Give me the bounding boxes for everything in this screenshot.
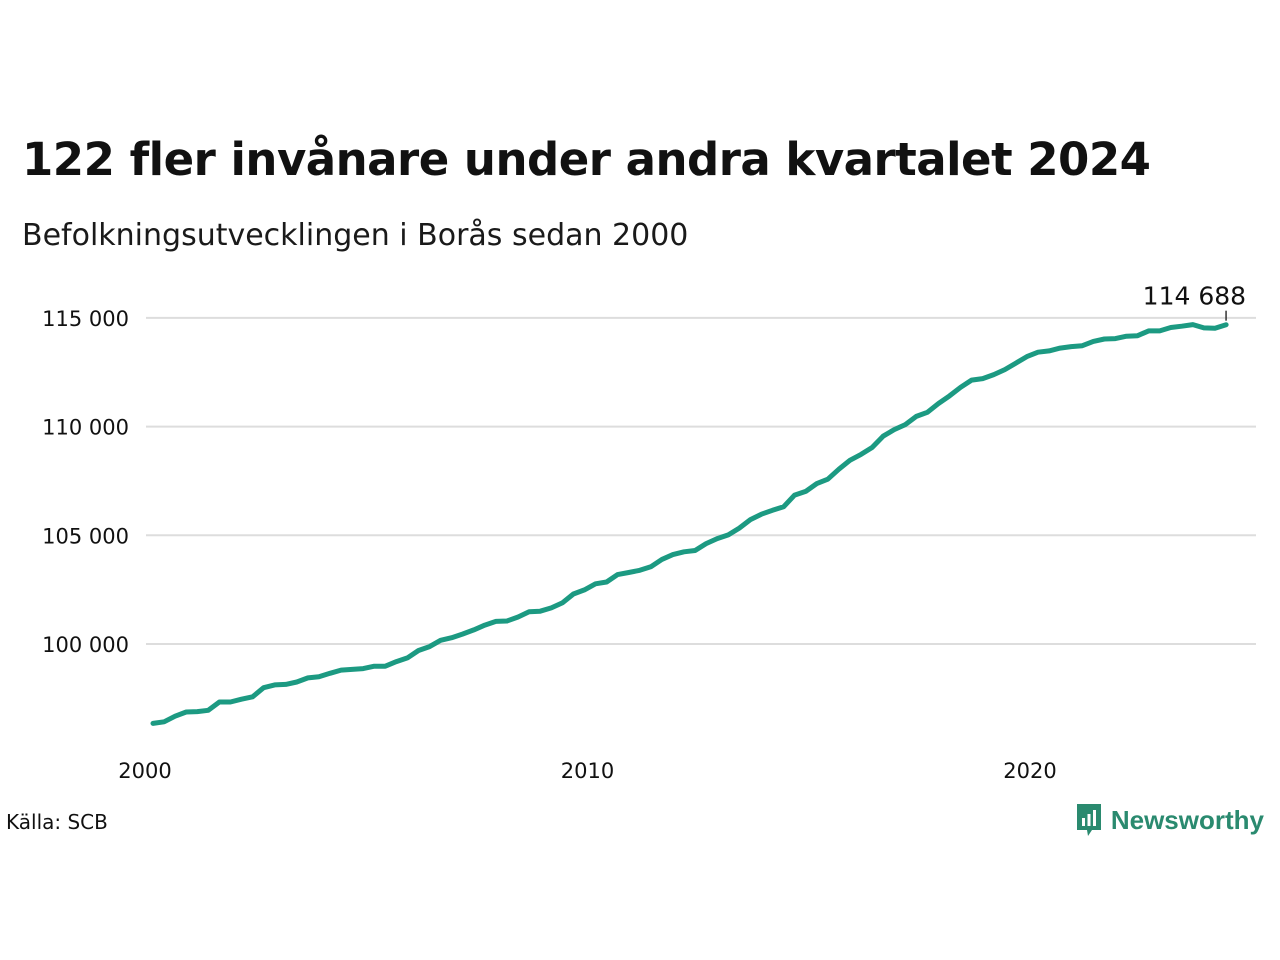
grid-lines xyxy=(146,316,1256,645)
brand-name: Newsworthy xyxy=(1110,804,1264,835)
end-value-label: 114 688 xyxy=(1143,282,1246,311)
newsworthy-logo-icon xyxy=(1076,804,1101,836)
x-axis-labels: 2000 2010 2020 xyxy=(118,759,1056,783)
x-tick-label: 2020 xyxy=(1003,759,1056,783)
x-tick-label: 2010 xyxy=(561,759,614,783)
y-axis-labels: 100 000 105 000 110 000 115 000 xyxy=(42,307,129,657)
end-annotation: 114 688 xyxy=(1143,282,1246,321)
y-tick-label: 110 000 xyxy=(42,416,129,440)
y-tick-label: 115 000 xyxy=(42,307,129,331)
series-layer xyxy=(150,322,1229,726)
source-note: Källa: SCB xyxy=(6,810,108,834)
brand-logo: Newsworthy xyxy=(1075,802,1264,838)
x-tick-label: 2000 xyxy=(118,759,171,783)
chart-subtitle: Befolkningsutvecklingen i Borås sedan 20… xyxy=(22,218,689,253)
y-tick-label: 105 000 xyxy=(42,524,129,548)
series-line xyxy=(150,322,1229,726)
chart-title: 122 fler invånare under andra kvartalet … xyxy=(22,133,1151,186)
y-tick-label: 100 000 xyxy=(42,633,129,657)
